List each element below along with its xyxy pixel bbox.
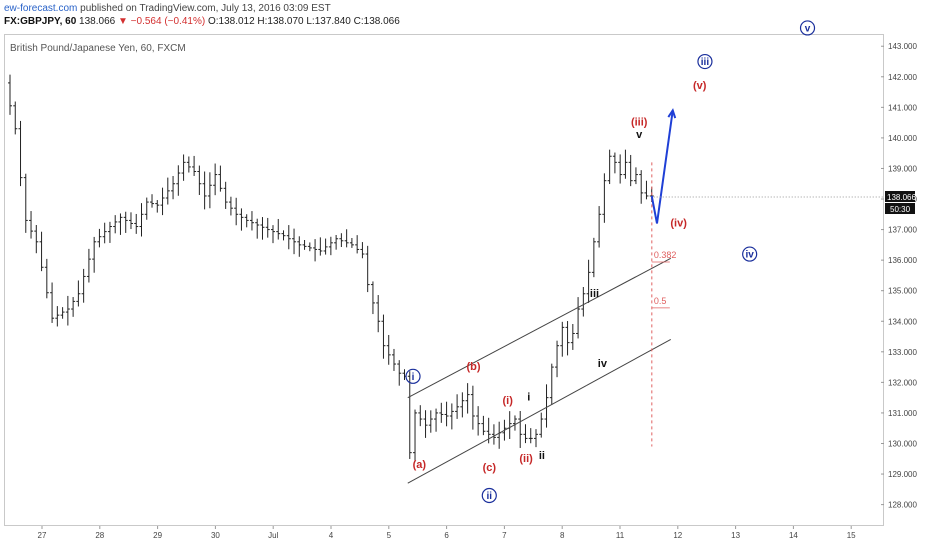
wave-circle xyxy=(697,53,713,70)
wave-label: i xyxy=(527,392,530,404)
wave-label: (v) xyxy=(693,80,707,92)
wave-label: (c) xyxy=(483,462,497,474)
x-axis-label: 29 xyxy=(153,531,162,540)
y-axis-label: 142.000 xyxy=(888,73,917,82)
fib-level-label: 0.5 xyxy=(654,296,667,306)
last-price-axis-label: 138.066 xyxy=(887,193,916,202)
y-axis-label: 133.000 xyxy=(888,348,917,357)
y-axis-label: 140.000 xyxy=(888,134,917,143)
last-price: 138.066 xyxy=(79,16,116,27)
y-axis-label: 130.000 xyxy=(888,439,917,448)
chart-header: ew-forecast.com published on TradingView… xyxy=(4,2,924,28)
x-axis-label: 27 xyxy=(38,531,47,540)
wave-label: iii xyxy=(701,57,710,68)
projection-path xyxy=(650,110,674,224)
wave-circle xyxy=(799,20,816,36)
channel-line-upper xyxy=(407,302,587,399)
y-axis-label: 137.000 xyxy=(888,226,917,235)
wave-label: v xyxy=(805,23,811,34)
x-axis-label: 15 xyxy=(847,531,856,540)
site-link[interactable]: ew-forecast.com xyxy=(4,3,78,14)
y-axis-label: 139.000 xyxy=(888,164,917,173)
x-axis-label: Jul xyxy=(268,531,278,540)
y-axis-label: 129.000 xyxy=(888,470,917,479)
wave-circle xyxy=(742,246,758,262)
x-axis-label: 28 xyxy=(95,531,104,540)
x-axis-label: 12 xyxy=(673,531,682,540)
wave-label: (ii) xyxy=(519,453,533,465)
wave-label: (iv) xyxy=(670,218,687,230)
channel-line-lower xyxy=(407,384,587,484)
y-axis-label: 132.000 xyxy=(888,378,917,387)
wave-label: (iii) xyxy=(631,117,648,129)
x-axis-label: 4 xyxy=(329,531,334,540)
wave-label: i xyxy=(412,372,415,383)
wave-label: (i) xyxy=(503,395,514,407)
price-change: −0.564 (−0.41%) xyxy=(130,16,206,27)
x-axis-label: 5 xyxy=(387,531,392,540)
x-axis-label: 14 xyxy=(789,531,798,540)
wave-circle xyxy=(481,487,497,504)
x-axis-label: 30 xyxy=(211,531,220,540)
last-price-box xyxy=(885,191,915,203)
x-axis-label: 6 xyxy=(444,531,449,540)
chart-title: British Pound/Japanese Yen, 60, FXCM xyxy=(10,43,186,54)
fib-level-label: 0.382 xyxy=(654,250,677,260)
wave-label: (a) xyxy=(413,459,427,471)
y-axis-label: 143.000 xyxy=(888,42,917,51)
wave-label: iv xyxy=(598,358,608,370)
wave-circle xyxy=(405,368,421,384)
wave-label: v xyxy=(636,129,643,141)
wave-label: iii xyxy=(590,288,599,300)
down-triangle-icon: ▼ xyxy=(117,16,128,27)
countdown-box xyxy=(885,203,915,215)
quote-line: FX:GBPJPY, 60 138.066 ▼ −0.564 (−0.41%) … xyxy=(4,15,924,28)
x-axis-label: 7 xyxy=(502,531,507,540)
channel-line-upper-ext xyxy=(586,257,671,304)
ohlc-values: O:138.012 H:138.070 L:137.840 C:138.066 xyxy=(207,16,400,27)
x-axis-label: 11 xyxy=(616,531,625,540)
channel-line-lower-ext xyxy=(586,338,671,386)
publish-info: published on TradingView.com, July 13, 2… xyxy=(80,3,331,14)
countdown-label: 50:30 xyxy=(890,205,911,214)
symbol-label: FX:GBPJPY, 60 xyxy=(4,16,77,27)
publish-line: ew-forecast.com published on TradingView… xyxy=(4,2,924,15)
y-axis-label: 136.000 xyxy=(888,256,917,265)
chart-frame[interactable] xyxy=(4,34,884,526)
y-axis-label: 128.000 xyxy=(888,501,917,510)
wave-label: ii xyxy=(539,450,545,462)
wave-label: ii xyxy=(487,491,493,502)
y-axis-label: 134.000 xyxy=(888,317,917,326)
y-axis-label: 135.000 xyxy=(888,287,917,296)
x-axis-label: 13 xyxy=(731,531,740,540)
projection-arrowhead xyxy=(667,108,677,119)
x-axis-label: 8 xyxy=(560,531,565,540)
y-axis-label: 131.000 xyxy=(888,409,917,418)
wave-label: iv xyxy=(745,250,754,261)
wave-label: (b) xyxy=(466,361,480,373)
y-axis-label: 141.000 xyxy=(888,103,917,112)
